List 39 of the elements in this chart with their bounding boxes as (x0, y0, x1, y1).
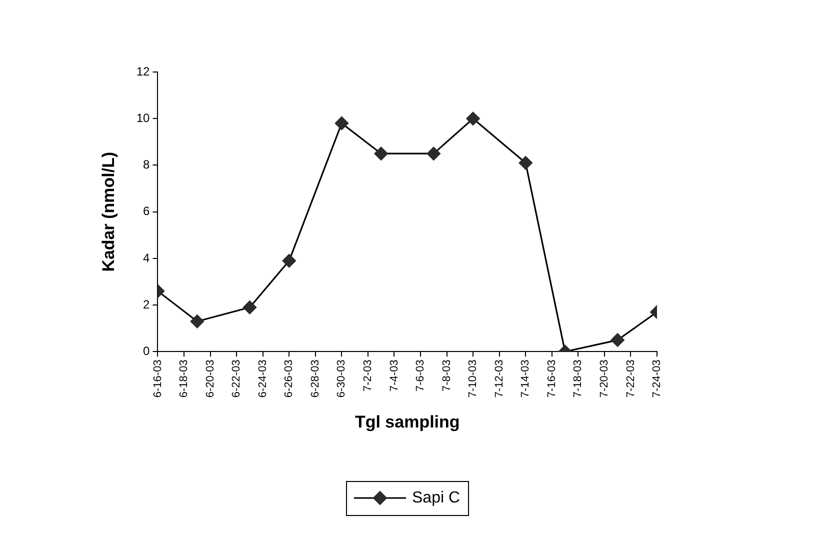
point (334, 116, 348, 130)
x-tick-label: 7-10-03 (467, 360, 480, 398)
x-tick-label: 6-28-03 (309, 360, 322, 398)
x-tick-label: 6-26-03 (283, 360, 296, 398)
y-tick-label: 6 (143, 204, 150, 218)
x-tick-label: 7-14-03 (520, 360, 532, 398)
y-tick-label: 10 (136, 110, 150, 125)
x-tick-label: 6-22-03 (230, 360, 243, 398)
y-axis-title: Kadar (nmol/L) (98, 152, 118, 272)
point (518, 156, 532, 170)
x-tick-label: 7-16-03 (546, 360, 558, 398)
x-tick-label: 7-8-03 (440, 360, 453, 392)
x-tick-label: 7-4-03 (388, 360, 400, 392)
x-tick-label: 7-12-03 (493, 360, 506, 398)
x-tick-label: 7-6-03 (414, 360, 427, 392)
x-tick-label: 6-18-03 (178, 360, 190, 398)
point (426, 146, 440, 160)
legend-label: Sapi C (412, 489, 460, 506)
y-tick-label: 0 (143, 344, 150, 358)
x-tick-label: 6-16-03 (152, 360, 164, 398)
y-tick-label: 8 (143, 158, 150, 172)
y-tick-label: 12 (136, 64, 150, 78)
y-tick-label: 4 (143, 250, 150, 265)
point (282, 254, 296, 268)
point (610, 333, 624, 347)
x-tick-label: 7-18-03 (572, 360, 584, 398)
y-tick-label: 2 (143, 297, 150, 312)
x-tick-label: 7-24-03 (651, 360, 664, 398)
x-tick-label: 7-20-03 (598, 360, 610, 398)
x-tick-label: 6-30-03 (336, 360, 348, 398)
x-axis-title: Tgl sampling (354, 412, 460, 432)
x-tick-label: 7-22-03 (624, 360, 637, 398)
point (242, 300, 257, 314)
x-tick-label: 7-2-03 (362, 360, 374, 392)
point (190, 314, 204, 328)
point (466, 112, 480, 126)
point (374, 146, 388, 160)
x-tick-label: 6-24-03 (256, 360, 269, 398)
x-tick-label: 6-20-03 (204, 360, 216, 398)
